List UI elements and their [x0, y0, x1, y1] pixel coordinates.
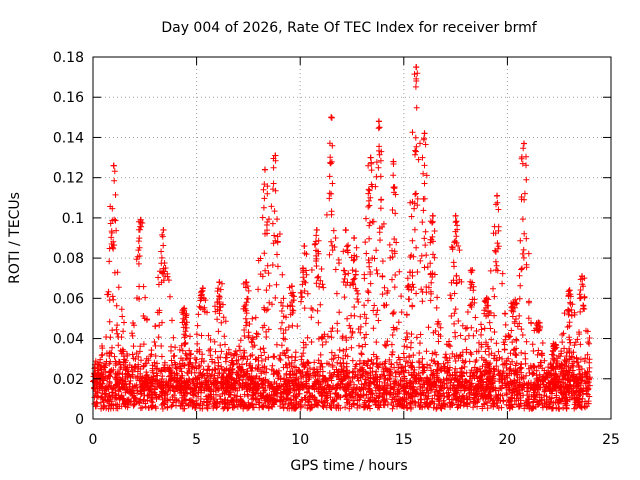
roti-point-markers: [90, 64, 593, 412]
y-tick-label: 0.04: [53, 332, 84, 348]
chart-title: Day 004 of 2026, Rate Of TEC Index for r…: [161, 20, 537, 36]
y-tick-label: 0.12: [53, 171, 84, 187]
roti-peak-point: [407, 269, 414, 276]
roti-peak-point: [535, 319, 542, 326]
roti-peak-point: [494, 192, 501, 199]
roti-peak-point: [199, 285, 206, 292]
roti-peak-point: [272, 152, 279, 159]
roti-peak-point: [288, 283, 295, 290]
y-tick-label: 0: [75, 412, 84, 428]
x-tick-label: 10: [291, 432, 309, 448]
roti-peak-point: [351, 235, 358, 241]
y-tick-label: 0.18: [53, 50, 84, 66]
roti-peak-point: [413, 64, 420, 71]
roti-peak-point: [216, 279, 223, 286]
y-tick-label: 0.02: [53, 372, 84, 388]
roti-peak-point: [137, 216, 144, 223]
roti-peak-point: [578, 273, 585, 280]
roti-peak-point: [452, 212, 459, 219]
roti-peak-point: [552, 345, 559, 352]
grid-lines: [93, 57, 611, 419]
roti-peak-point: [110, 162, 117, 169]
x-tick-label: 0: [89, 432, 98, 448]
y-tick-label: 0.08: [53, 251, 84, 267]
y-tick-label: 0.14: [53, 130, 84, 146]
roti-peak-point: [328, 114, 335, 121]
roti-peak-point: [483, 295, 490, 302]
y-axis-label: ROTI / TECUs: [7, 192, 23, 284]
x-tick-label: 20: [498, 432, 516, 448]
roti-peak-point: [429, 212, 436, 219]
plot-frame: [92, 56, 612, 420]
y-tick-label: 0.1: [62, 211, 84, 227]
roti-peak-point: [367, 154, 374, 161]
roti-peak-point: [520, 140, 527, 147]
roti-peak-point: [313, 226, 320, 233]
roti-peak-point: [301, 243, 308, 250]
roti-peak-point: [469, 267, 476, 274]
x-tick-label: 5: [192, 432, 201, 448]
roti-peak-point: [375, 118, 382, 125]
roti-peak-point: [261, 166, 268, 173]
roti-peak-point: [566, 287, 573, 294]
roti-peak-point: [342, 226, 349, 233]
roti-peak-point: [390, 158, 397, 165]
y-tick-label: 0.06: [53, 291, 84, 307]
roti-peak-point: [181, 305, 188, 312]
axis-ticks: 0 0.02 0.04 0.06 0.08 0.1 0.12 0.14 0.16 0.18 0 5 10…: [53, 50, 620, 448]
x-axis-label: GPS time / hours: [290, 458, 407, 474]
data-points: [90, 64, 593, 412]
x-tick-label: 15: [395, 432, 413, 448]
roti-peak-point: [510, 299, 517, 306]
y-tick-label: 0.16: [53, 90, 84, 106]
x-tick-label: 25: [602, 432, 620, 448]
roti-peak-point: [160, 226, 167, 233]
roti-peak-point: [421, 130, 428, 137]
roti-peak-point: [243, 279, 250, 286]
